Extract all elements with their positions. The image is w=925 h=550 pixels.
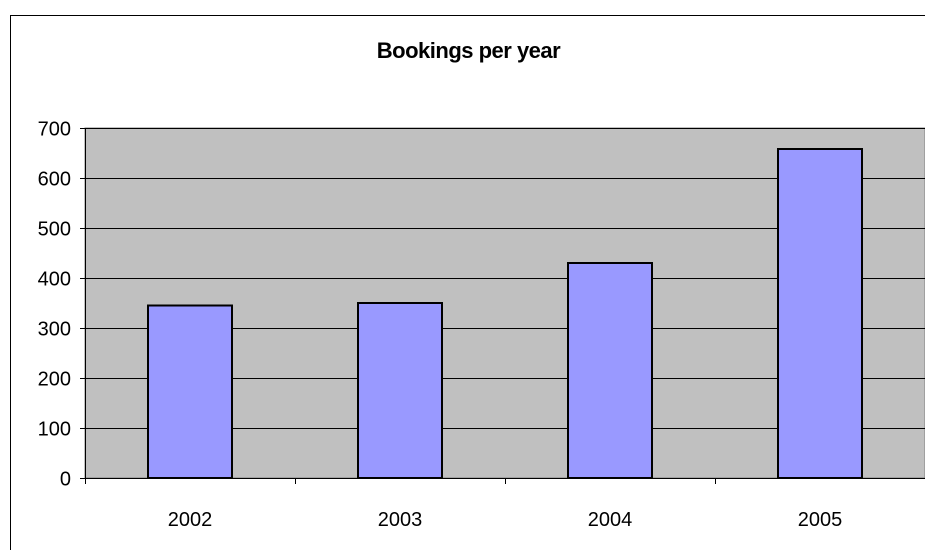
bar-2003: [357, 302, 443, 479]
bar-2005: [777, 148, 863, 479]
x-tick-label: 2005: [798, 509, 843, 531]
y-tick-label: 100: [38, 419, 71, 441]
y-tick-label: 400: [38, 269, 71, 291]
y-tick-label: 0: [60, 469, 71, 491]
chart-title: Bookings per year: [376, 38, 561, 63]
axes: [80, 128, 925, 484]
x-tick-label: 2004: [588, 509, 633, 531]
bar-2002: [147, 304, 233, 479]
y-tick-label: 600: [38, 169, 71, 191]
y-tick-label: 500: [38, 219, 71, 241]
bars: [147, 148, 863, 479]
y-tick-labels: 0 100 200 300 400 500 600 700: [38, 119, 71, 491]
y-tick-label: 300: [38, 319, 71, 341]
y-tick-label: 700: [38, 119, 71, 141]
x-tick-labels: 2002 2003 2004 2005: [168, 509, 843, 531]
y-tick-label: 200: [38, 369, 71, 391]
x-tick-label: 2003: [378, 509, 423, 531]
bar-2004: [567, 262, 653, 479]
x-tick-label: 2002: [168, 509, 213, 531]
